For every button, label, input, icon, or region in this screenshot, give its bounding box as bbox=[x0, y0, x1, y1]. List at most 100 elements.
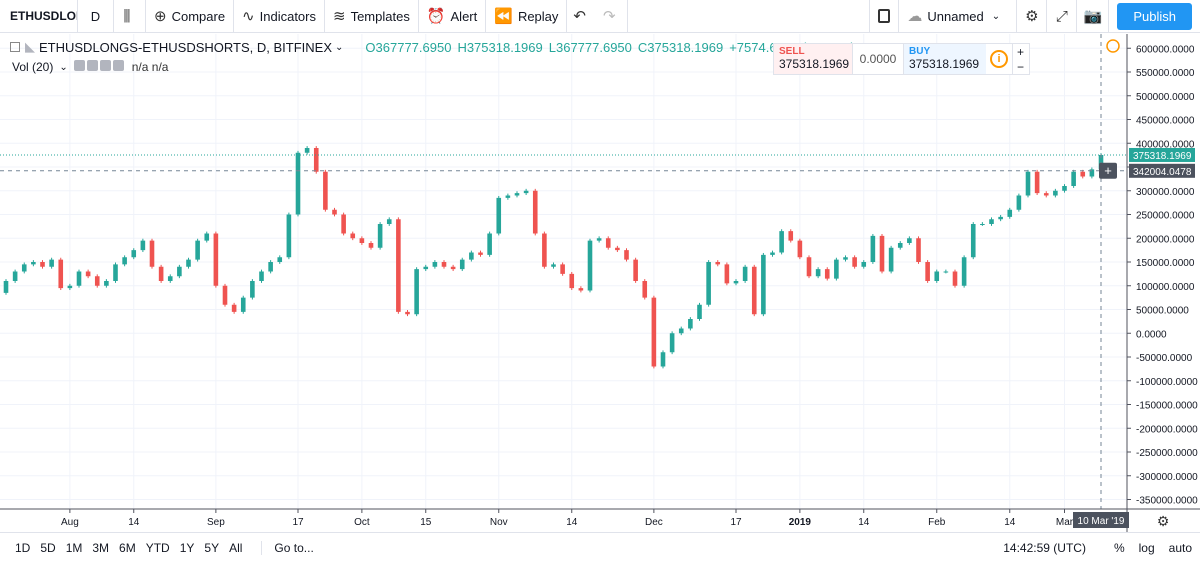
range-button-1m[interactable]: 1M bbox=[65, 540, 83, 555]
axis-settings-gear-icon[interactable]: ⚙ bbox=[1157, 514, 1170, 530]
symbol-search-field[interactable]: ETHUSDLON bbox=[0, 0, 78, 33]
candle-up bbox=[377, 224, 383, 248]
indicators-button[interactable]: ∿ Indicators bbox=[234, 0, 325, 33]
time-tick-label: 14 bbox=[1004, 517, 1016, 528]
range-button-1d[interactable]: 1D bbox=[15, 540, 31, 555]
candle-up bbox=[861, 262, 867, 267]
alert-clock-icon[interactable] bbox=[1106, 39, 1120, 53]
settings-icon[interactable] bbox=[86, 60, 98, 71]
candle-down bbox=[359, 238, 365, 243]
range-button-5y[interactable]: 5Y bbox=[204, 540, 220, 555]
candle-up bbox=[688, 319, 693, 329]
bottom-toolbar: 1D 5D 1M 3M 6M YTD 1Y 5Y All Go to... 14:42:59 (… bbox=[0, 532, 1200, 562]
time-tick-label: Sep bbox=[207, 517, 225, 528]
open-value: O367777.6950 bbox=[365, 39, 452, 55]
price-tick-label: 450000.0000 bbox=[1136, 116, 1195, 127]
templates-button[interactable]: ≋ Templates bbox=[325, 0, 419, 33]
price-tick-label: -300000.0000 bbox=[1136, 472, 1198, 483]
range-button-all[interactable]: All bbox=[229, 540, 243, 555]
symbol-description[interactable]: ETHUSDLONGS-ETHUSDSHORTS, D, BITFINEX bbox=[39, 39, 333, 55]
candle-down bbox=[1043, 193, 1049, 196]
candle-up bbox=[779, 231, 784, 253]
compare-button[interactable]: ⊕ Compare bbox=[146, 0, 235, 33]
fullscreen-toggle-button[interactable] bbox=[869, 0, 900, 33]
chevron-down-icon[interactable]: ⌄ bbox=[335, 41, 344, 53]
price-tick-label: 500000.0000 bbox=[1136, 92, 1195, 103]
time-tick-label: Dec bbox=[645, 517, 663, 528]
gear-icon: ⚙ bbox=[1025, 8, 1039, 25]
candle-down bbox=[94, 276, 100, 286]
time-tick-label: Feb bbox=[928, 517, 946, 528]
log-toggle[interactable]: log bbox=[1138, 541, 1155, 555]
candle-up bbox=[240, 297, 246, 312]
buy-button[interactable]: BUY 375318.1969 bbox=[903, 44, 986, 74]
bottom-right-controls: 14:42:59 (UTC) % log auto bbox=[1003, 533, 1192, 563]
range-button-ytd[interactable]: YTD bbox=[145, 540, 170, 555]
volume-label[interactable]: Vol (20) bbox=[12, 60, 54, 74]
alert-button[interactable]: ⏰ Alert bbox=[419, 0, 487, 33]
eye-icon[interactable] bbox=[73, 60, 85, 71]
time-tick-label: Aug bbox=[61, 517, 79, 528]
undo-button[interactable]: ↶ bbox=[567, 0, 597, 33]
info-button[interactable]: i bbox=[986, 44, 1012, 74]
crosshair-plus-button[interactable] bbox=[1099, 162, 1117, 179]
layout-menu-button[interactable]: ☁ Unnamed ⌄ bbox=[899, 0, 1018, 33]
range-button-3m[interactable]: 3M bbox=[92, 540, 110, 555]
candle-up bbox=[286, 214, 292, 258]
candle-up bbox=[3, 281, 9, 293]
chevron-down-icon[interactable]: ⌄ bbox=[59, 61, 68, 73]
more-icon[interactable] bbox=[99, 60, 111, 71]
candle-up bbox=[761, 254, 766, 315]
range-button-1y[interactable]: 1Y bbox=[179, 540, 195, 555]
candle-up bbox=[423, 266, 429, 270]
percent-toggle[interactable]: % bbox=[1113, 541, 1125, 555]
candle-down bbox=[824, 269, 830, 279]
range-button-5d[interactable]: 5D bbox=[40, 540, 56, 555]
sell-button[interactable]: SELL 375318.1969 bbox=[774, 44, 853, 74]
candle-up bbox=[295, 152, 301, 215]
candle-up bbox=[834, 259, 839, 279]
expand-button[interactable]: ⤢ bbox=[1047, 0, 1078, 33]
candle-up bbox=[523, 190, 529, 194]
interval-button[interactable]: D bbox=[78, 0, 114, 33]
price-axis[interactable]: 600000.0000 550000.0000 500000.0000 450000.… bbox=[1126, 34, 1198, 532]
price-tick-label: -50000.0000 bbox=[1136, 353, 1193, 364]
close-icon[interactable] bbox=[112, 60, 124, 71]
candle-down bbox=[213, 233, 219, 286]
replay-button[interactable]: ⏪ Replay bbox=[486, 0, 568, 33]
snapshot-button[interactable]: 📷 bbox=[1077, 0, 1110, 33]
settings-button[interactable]: ⚙ bbox=[1017, 0, 1048, 33]
candle-up bbox=[140, 240, 146, 251]
price-tick-label: 400000.0000 bbox=[1136, 139, 1195, 150]
time-display[interactable]: 14:42:59 (UTC) bbox=[1003, 541, 1086, 555]
plus-icon[interactable]: + bbox=[1016, 44, 1024, 59]
candle-up bbox=[1025, 171, 1031, 196]
auto-toggle[interactable]: auto bbox=[1168, 541, 1192, 555]
time-axis[interactable]: Aug 14 Sep 17 Oct 15 Nov 14 Dec 17 2019 14 Feb 14 Mar 1… bbox=[0, 508, 1200, 530]
spread-value: 0.0000 bbox=[859, 52, 897, 66]
crosshair-price-label: 342004.0478 bbox=[1133, 167, 1192, 178]
redo-button[interactable]: ↷ bbox=[597, 0, 628, 33]
layout-name-label: Unnamed bbox=[927, 8, 984, 24]
minus-icon[interactable]: − bbox=[1016, 59, 1024, 74]
chart-canvas[interactable]: + 600000.0000 550000.0000 500000.0000 45000… bbox=[0, 34, 1200, 532]
price-tick-label: 150000.0000 bbox=[1136, 258, 1195, 269]
chart-style-button[interactable]: ⫼ bbox=[114, 0, 146, 33]
goto-button[interactable]: Go to... bbox=[261, 540, 314, 555]
collapse-legend-icon[interactable] bbox=[10, 42, 20, 52]
time-tick-label: 17 bbox=[730, 517, 742, 528]
candle-down bbox=[441, 262, 447, 267]
volume-controls[interactable] bbox=[73, 60, 126, 74]
candle-down bbox=[231, 304, 237, 312]
candle-up bbox=[487, 233, 492, 255]
candle-down bbox=[158, 266, 164, 281]
range-button-6m[interactable]: 6M bbox=[119, 540, 136, 555]
quantity-stepper[interactable]: + − bbox=[1012, 44, 1028, 74]
candle-down bbox=[542, 233, 547, 267]
crosshair-price-badge bbox=[1129, 163, 1195, 178]
redo-icon: ↷ bbox=[602, 8, 616, 25]
info-icon: i bbox=[990, 50, 1008, 68]
publish-button[interactable]: Publish bbox=[1117, 2, 1192, 30]
candle-up bbox=[177, 266, 182, 277]
candle-up bbox=[268, 262, 273, 272]
